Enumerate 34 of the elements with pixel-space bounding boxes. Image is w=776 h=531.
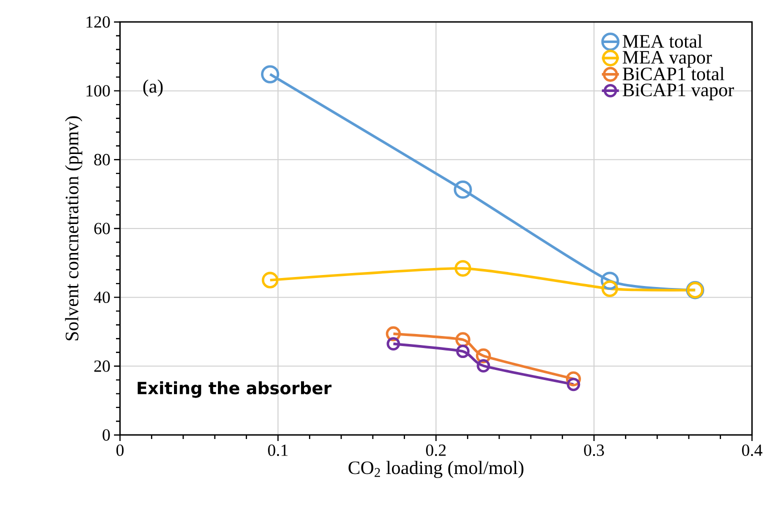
point — [454, 260, 472, 277]
point — [600, 272, 619, 290]
point — [455, 332, 470, 348]
x-axis-title: CO$_{2}$ loading (mol/mol) — [348, 460, 524, 478]
y-axis-title: Solvent concnetration (ppmv) — [65, 116, 82, 340]
legend-label: BiCAP1 total — [622, 67, 724, 80]
y-tick-label: 100 — [86, 85, 110, 97]
point — [386, 326, 401, 342]
point — [476, 348, 491, 364]
point — [456, 344, 470, 358]
point — [566, 371, 581, 386]
annotation: Exiting the absorber — [138, 381, 332, 398]
y-tick-label: 40 — [94, 292, 110, 304]
y-tick-label: 80 — [94, 154, 110, 166]
point — [476, 359, 490, 373]
y-tick-label: 60 — [94, 222, 110, 234]
point — [386, 337, 400, 350]
legend-label: BiCAP1 vapor — [622, 84, 734, 100]
y-tick-label: 20 — [94, 360, 110, 372]
y-tick-label: 0 — [102, 429, 110, 441]
x-tick-label: 0.1 — [268, 444, 288, 456]
legend-label: MEA vapor — [622, 51, 712, 68]
y-tick-label: 120 — [86, 16, 110, 28]
x-tick-label: 0.2 — [426, 444, 446, 456]
point — [454, 180, 472, 199]
x-tick-label: 0.3 — [584, 444, 604, 456]
point — [262, 272, 278, 288]
point — [566, 378, 580, 392]
x-tick-label: 0.4 — [742, 444, 762, 456]
x-tick-label: 0 — [116, 444, 124, 456]
point — [602, 280, 618, 298]
point — [261, 65, 280, 84]
legend-label: MEA total — [622, 34, 702, 48]
annotation: (a) — [143, 79, 163, 97]
